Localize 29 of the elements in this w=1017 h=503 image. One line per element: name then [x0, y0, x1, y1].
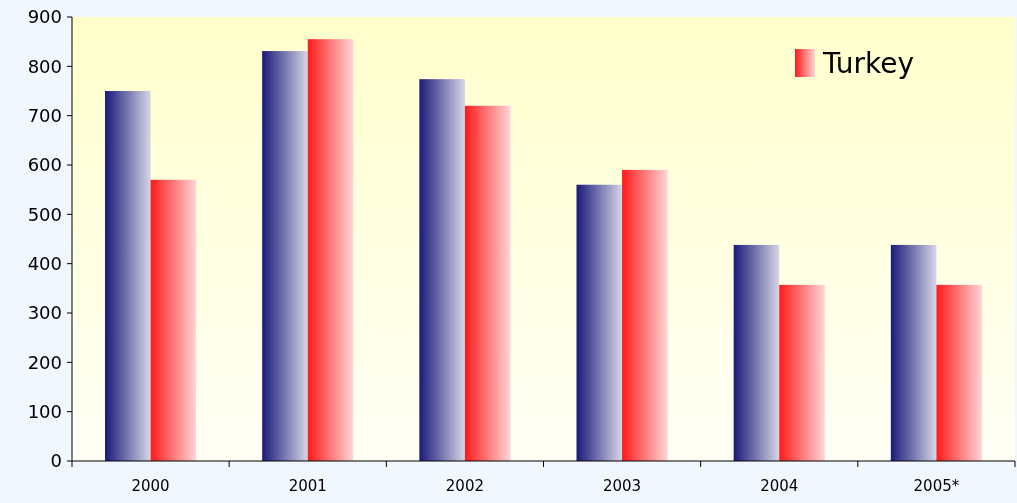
bar — [890, 244, 937, 461]
y-tick-label: 900 — [27, 6, 62, 28]
bar — [779, 284, 825, 461]
legend-label: Turkey — [822, 46, 915, 80]
x-tick-label: 2002 — [445, 477, 485, 495]
x-tick-label: 2001 — [288, 477, 327, 495]
y-tick-label: 400 — [27, 252, 62, 274]
y-tick-label: 0 — [50, 450, 62, 472]
bar — [105, 91, 151, 461]
x-tick-label: 2005* — [913, 477, 960, 495]
bar — [419, 79, 465, 461]
y-tick-label: 500 — [27, 203, 62, 225]
y-tick-label: 300 — [27, 302, 62, 324]
x-tick-label: 2003 — [602, 477, 642, 495]
bar — [464, 105, 511, 461]
bar — [622, 169, 668, 461]
bar — [936, 284, 982, 461]
y-tick-label: 100 — [27, 400, 62, 422]
y-tick-label: 700 — [27, 104, 62, 126]
bar — [307, 39, 354, 461]
x-tick-label: 2004 — [760, 477, 799, 495]
y-tick-label: 600 — [27, 154, 62, 176]
bar — [733, 244, 780, 461]
bar — [150, 179, 197, 461]
y-tick-label: 200 — [27, 351, 62, 373]
y-tick-label: 800 — [27, 55, 62, 77]
x-tick-label: 2000 — [131, 477, 170, 495]
bar — [576, 184, 623, 461]
bar — [262, 51, 308, 461]
